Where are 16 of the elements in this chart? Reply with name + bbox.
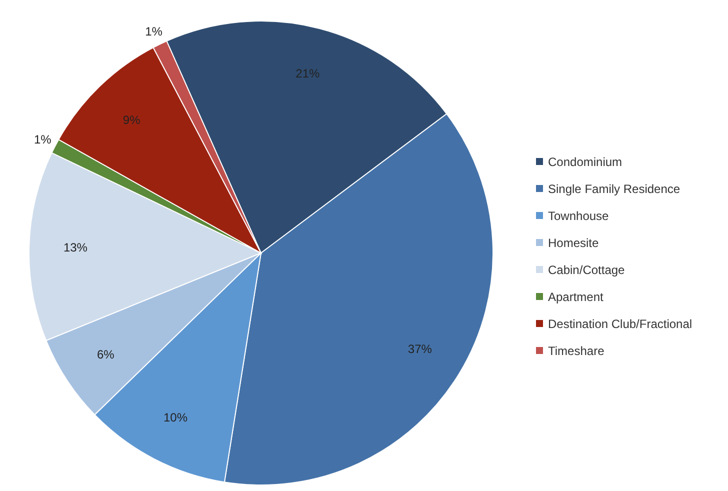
data-label: 1% bbox=[145, 24, 163, 39]
legend-label: Cabin/Cottage bbox=[548, 262, 625, 276]
legend-label: Apartment bbox=[548, 290, 604, 304]
data-label: 9% bbox=[122, 112, 141, 127]
legend-label: Destination Club/Fractional bbox=[548, 316, 692, 330]
legend-label: Townhouse bbox=[548, 208, 609, 222]
legend-label: Single Family Residence bbox=[548, 182, 680, 196]
data-label: 10% bbox=[163, 410, 188, 425]
data-label: 1% bbox=[34, 132, 52, 147]
data-label: 13% bbox=[63, 240, 88, 254]
data-label: 21% bbox=[296, 66, 320, 80]
legend-label: Timeshare bbox=[548, 344, 604, 358]
legend-label: Condominium bbox=[548, 154, 622, 168]
data-label: 37% bbox=[408, 342, 432, 356]
legend-label: Homesite bbox=[548, 236, 599, 250]
data-label: 6% bbox=[96, 348, 115, 362]
